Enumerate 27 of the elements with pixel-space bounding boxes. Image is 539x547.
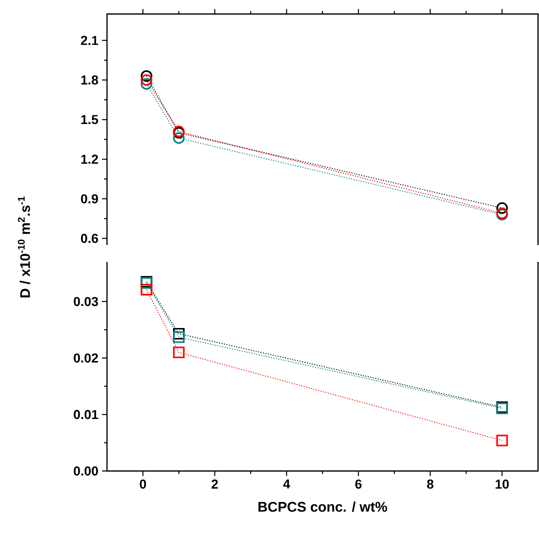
x-axis-title: BCPCS conc. / wt% bbox=[258, 502, 388, 512]
point bbox=[173, 132, 185, 144]
y-tick-label: 1.8 bbox=[81, 75, 98, 85]
y-tick-label: 0.6 bbox=[80, 234, 98, 243]
y-tick-label: 1.5 bbox=[81, 115, 98, 124]
point bbox=[140, 78, 152, 90]
y-tick-label: 0.02 bbox=[74, 353, 98, 363]
x-tick-label: 6 bbox=[355, 480, 362, 489]
y-tick-label: 1.2 bbox=[81, 154, 98, 164]
point bbox=[173, 331, 185, 343]
point bbox=[496, 434, 508, 446]
x-tick-label: 4 bbox=[283, 480, 290, 488]
y-tick-label: 0.03 bbox=[74, 296, 98, 306]
point bbox=[496, 202, 508, 214]
point bbox=[140, 70, 152, 82]
x-tick-label: 8 bbox=[427, 480, 434, 489]
y-tick-label: 2.1 bbox=[80, 36, 98, 45]
x-tick-label: 10 bbox=[496, 480, 509, 489]
point bbox=[140, 74, 152, 86]
point bbox=[140, 284, 152, 296]
x-tick-label: 0 bbox=[140, 480, 146, 489]
y-axis-title: D / x10$^{-10}$ m$^{2}$.s$^{-1}$ bbox=[18, 196, 30, 298]
x-tick-label: 2 bbox=[212, 480, 218, 489]
y-tick-label: 0.00 bbox=[74, 466, 98, 476]
y-tick-label: 0.9 bbox=[80, 194, 98, 204]
point bbox=[173, 346, 185, 358]
y-tick-label: 0.01 bbox=[74, 410, 98, 420]
